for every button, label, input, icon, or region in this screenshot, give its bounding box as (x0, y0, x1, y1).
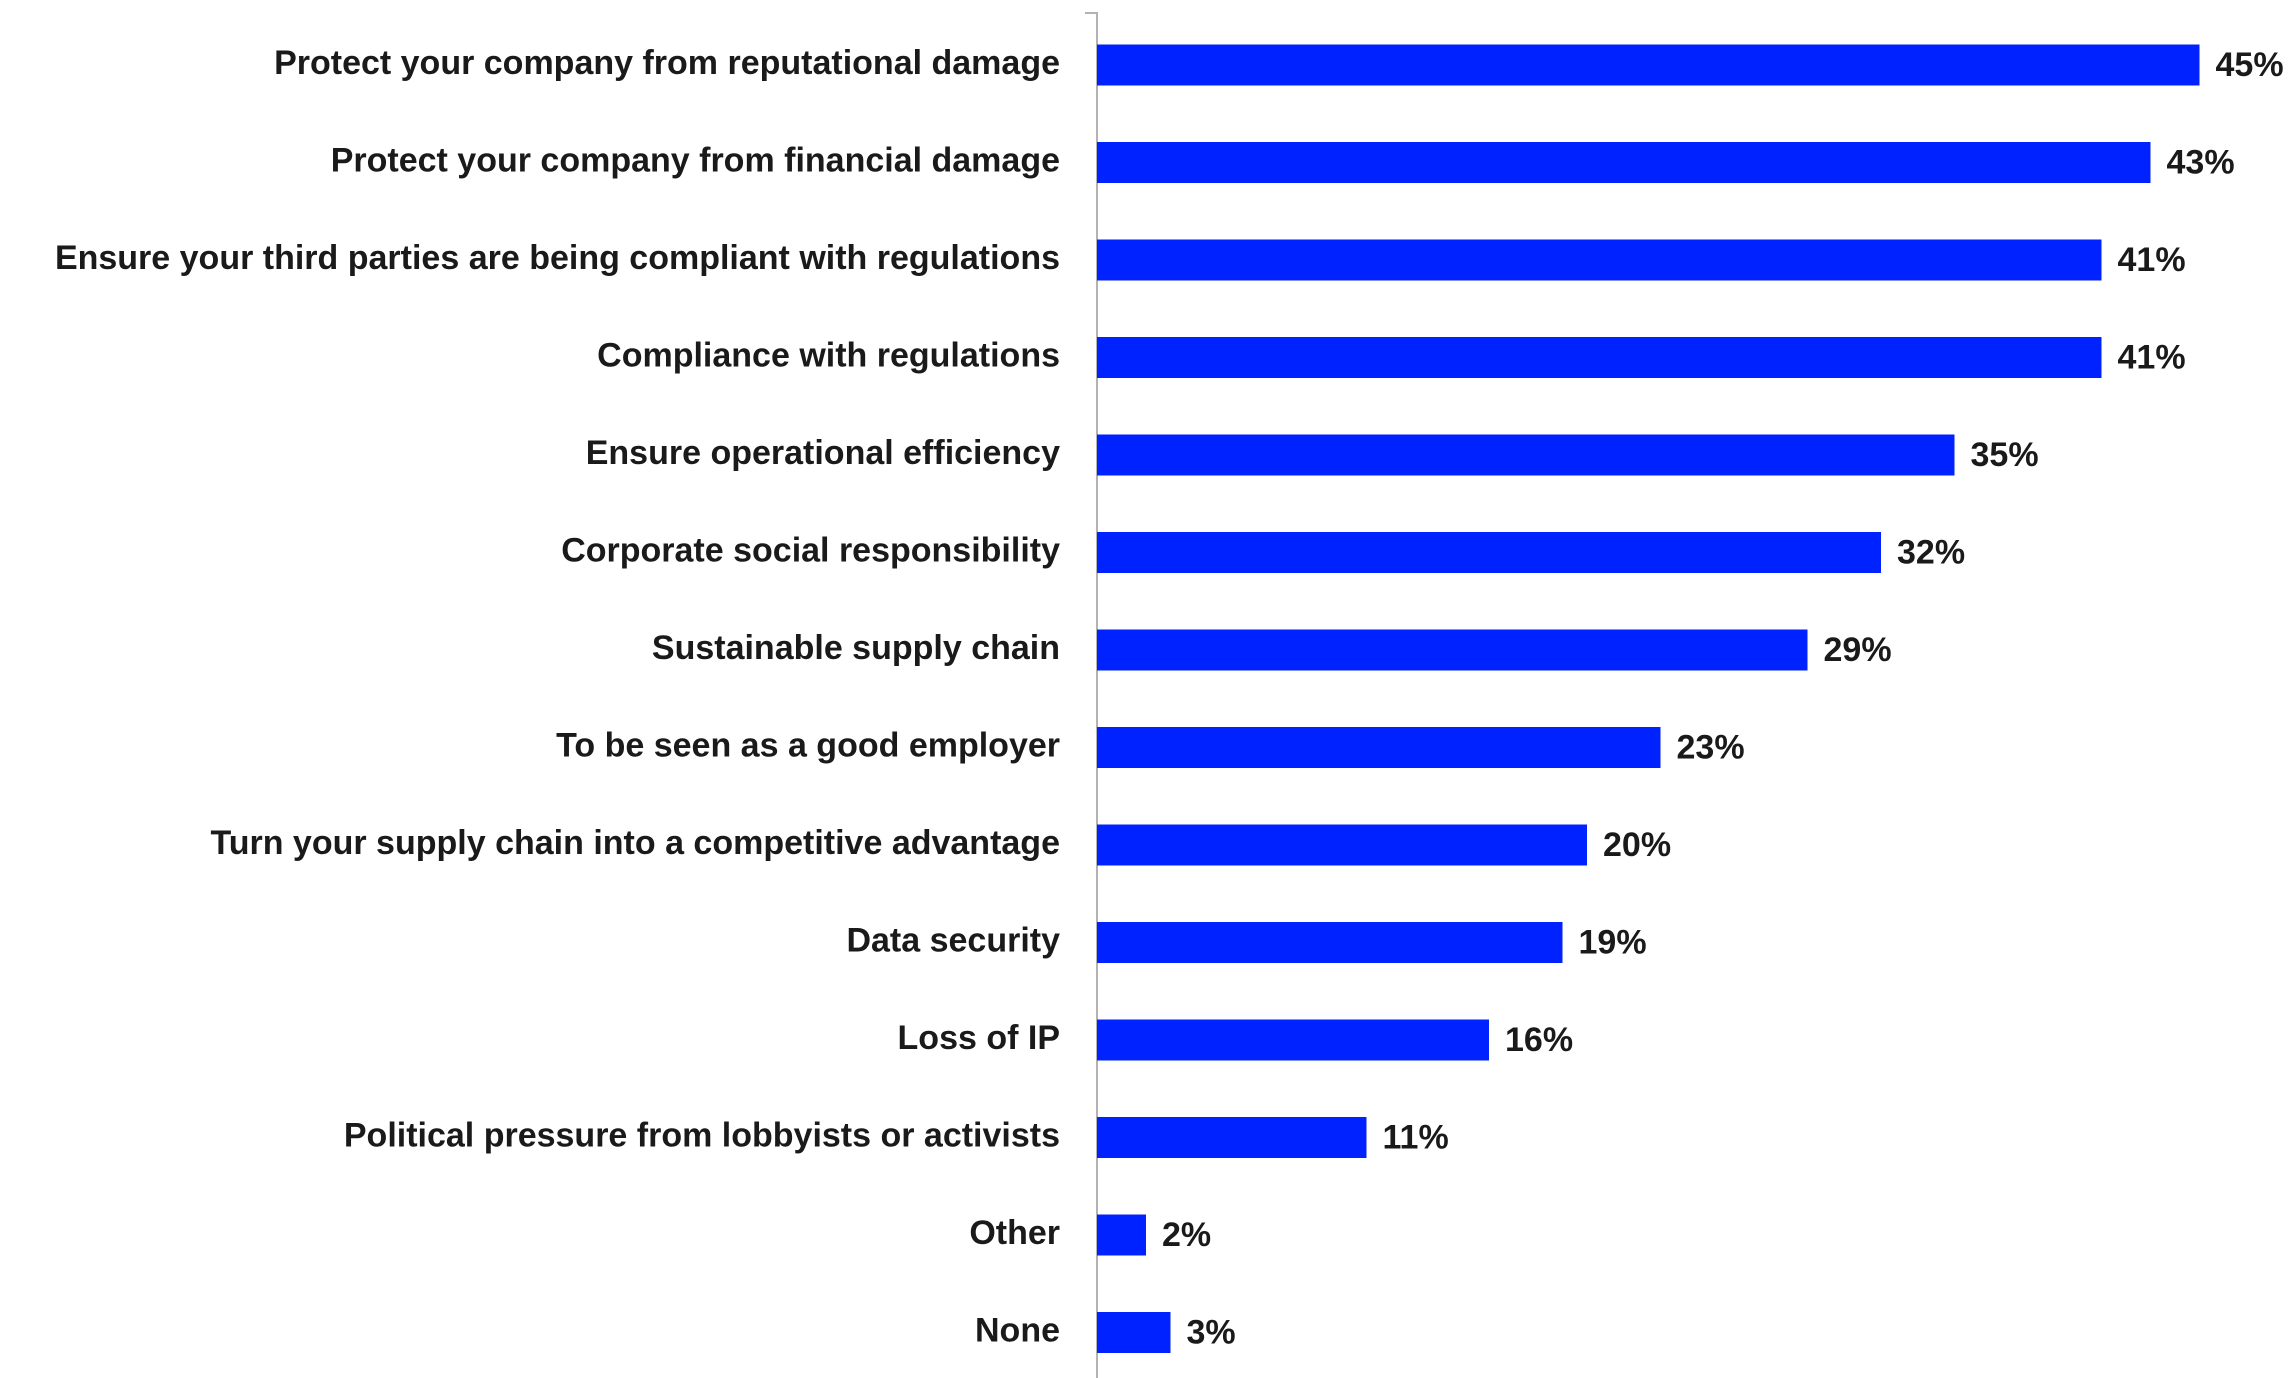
bar (1097, 727, 1661, 768)
bars-group (1097, 44, 2200, 1353)
data-label: 29% (1824, 631, 1892, 669)
data-label: 45% (2216, 46, 2284, 84)
data-label: 41% (2118, 241, 2186, 279)
category-label: Protect your company from financial dama… (331, 141, 1060, 179)
category-label: Data security (846, 921, 1060, 959)
bar (1097, 1214, 1146, 1256)
bar (1097, 44, 2200, 86)
data-label: 20% (1603, 826, 1671, 864)
category-label: Sustainable supply chain (652, 629, 1060, 667)
data-label: 23% (1677, 728, 1745, 766)
data-label: 16% (1505, 1021, 1573, 1059)
data-label: 3% (1187, 1313, 1236, 1351)
category-label: To be seen as a good employer (556, 726, 1060, 764)
data-label: 41% (2118, 338, 2186, 376)
bar (1097, 1019, 1489, 1061)
category-labels-group: Protect your company from reputational d… (55, 44, 1060, 1350)
category-label: None (975, 1311, 1060, 1349)
category-label: Ensure operational efficiency (586, 434, 1060, 472)
bar (1097, 824, 1587, 866)
bar (1097, 337, 2102, 378)
bar (1097, 239, 2102, 281)
data-label: 43% (2167, 143, 2235, 181)
data-labels-group: 45% 43% 41% 41% 35% 32% 29% 23% 20% 19% 16% 11% 2% 3% (1162, 46, 2284, 1352)
category-label: Compliance with regulations (597, 336, 1060, 374)
category-label: Other (969, 1214, 1060, 1252)
data-label: 32% (1897, 533, 1965, 571)
bar (1097, 922, 1563, 963)
category-label: Political pressure from lobbyists or act… (344, 1116, 1060, 1154)
data-label: 2% (1162, 1216, 1211, 1254)
category-label: Protect your company from reputational d… (274, 44, 1060, 82)
data-label: 35% (1971, 436, 2039, 474)
data-label: 11% (1383, 1118, 1449, 1156)
bar (1097, 1312, 1171, 1353)
bar (1097, 629, 1808, 671)
category-label: Ensure your third parties are being comp… (55, 239, 1060, 277)
bar (1097, 434, 1955, 476)
category-label: Corporate social responsibility (561, 531, 1060, 569)
bar (1097, 1117, 1367, 1158)
bar (1097, 532, 1881, 573)
category-label: Loss of IP (898, 1019, 1060, 1057)
category-label: Turn your supply chain into a competitiv… (210, 824, 1060, 862)
data-label: 19% (1579, 923, 1647, 961)
bar (1097, 142, 2151, 183)
